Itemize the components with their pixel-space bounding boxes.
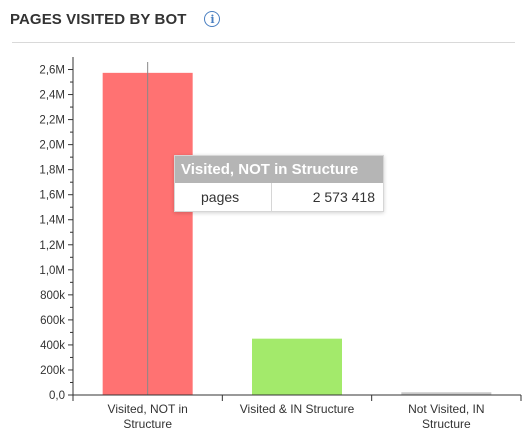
y-tick-label: 2,6M	[39, 65, 65, 77]
y-tick-label: 1,0M	[39, 265, 65, 277]
y-tick-label: 1,4M	[39, 215, 65, 227]
y-tick-label: 2,4M	[39, 90, 65, 102]
y-tick-label: 0,0	[49, 390, 65, 402]
chart-tooltip: Visited, NOT in Structure pages 2 573 41…	[174, 155, 384, 212]
y-tick-label: 1,8M	[39, 165, 65, 177]
x-tick-label: Structure	[422, 417, 471, 431]
y-tick-label: 400k	[40, 340, 65, 352]
tooltip-row: pages 2 573 418	[175, 183, 383, 211]
y-tick-label: 1,2M	[39, 240, 65, 252]
y-tick-label: 600k	[40, 315, 65, 327]
y-tick-label: 2,0M	[39, 140, 65, 152]
y-tick-label: 1,6M	[39, 190, 65, 202]
tooltip-value: 2 573 418	[312, 189, 375, 205]
info-icon[interactable]: i	[204, 11, 221, 27]
x-tick-label: Visited & IN Structure	[240, 402, 355, 416]
x-tick-label: Visited, NOT in	[108, 402, 188, 416]
chart-title: PAGES VISITED BY BOT	[10, 10, 187, 28]
x-tick-label: Structure	[123, 417, 172, 431]
bar-2	[252, 338, 342, 395]
tooltip-label: pages	[175, 183, 272, 211]
tooltip-title: Visited, NOT in Structure	[175, 156, 383, 183]
chart-header: PAGES VISITED BY BOT i	[10, 6, 221, 32]
header-divider	[12, 42, 515, 43]
y-tick-label: 800k	[40, 290, 65, 302]
x-tick-label: Not Visited, IN	[408, 402, 484, 416]
y-tick-label: 200k	[40, 365, 65, 377]
bar-3	[401, 392, 492, 395]
y-tick-label: 2,2M	[39, 115, 65, 127]
